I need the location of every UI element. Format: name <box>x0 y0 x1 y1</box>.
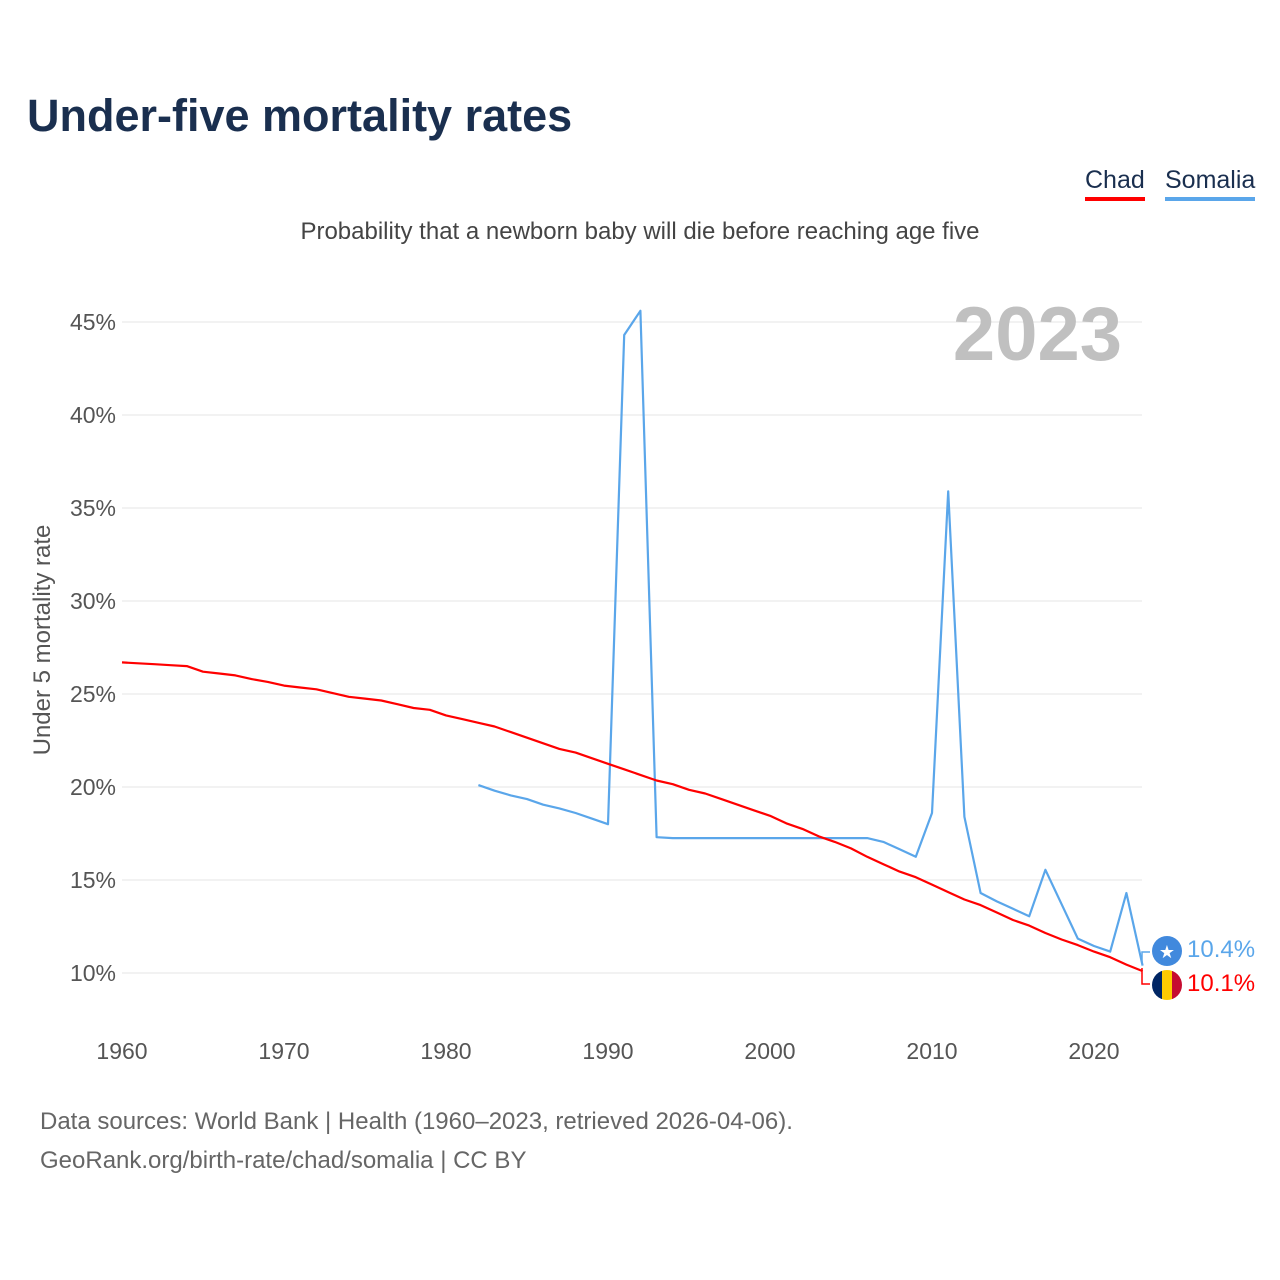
x-tick-label: 1960 <box>96 1038 147 1064</box>
y-tick-label: 45% <box>70 309 116 335</box>
y-tick-label: 30% <box>70 588 116 614</box>
x-tick-label: 2010 <box>906 1038 957 1064</box>
chad-connector <box>1141 968 1150 985</box>
chad-end-label: 10.1% <box>1187 970 1255 997</box>
legend-item-chad[interactable]: Chad <box>1085 166 1145 201</box>
somalia-end-label: 10.4% <box>1187 936 1255 963</box>
y-tick-label: 25% <box>70 681 116 707</box>
y-tick-label: 40% <box>70 402 116 428</box>
year-badge: 2023 <box>953 292 1122 377</box>
somalia-connector <box>1141 951 1150 962</box>
somalia-flag-icon: ★ <box>1152 936 1182 966</box>
y-tick-label: 35% <box>70 495 116 521</box>
x-tick-label: 1980 <box>420 1038 471 1064</box>
y-tick-label: 20% <box>70 774 116 800</box>
y-tick-label: 15% <box>70 867 116 893</box>
source-link[interactable]: GeoRank.org/birth-rate/chad/somalia | CC… <box>40 1147 527 1174</box>
x-tick-label: 1990 <box>582 1038 633 1064</box>
x-tick-label: 2020 <box>1068 1038 1119 1064</box>
y-tick-label: 10% <box>70 960 116 986</box>
chart-subtitle: Probability that a newborn baby will die… <box>300 218 980 245</box>
svg-text:★: ★ <box>1159 942 1175 963</box>
legend-item-somalia[interactable]: Somalia <box>1165 166 1256 201</box>
chad-flag-icon <box>1152 970 1182 1000</box>
series-line-somalia[interactable] <box>478 309 1144 966</box>
y-axis-label: Under 5 mortality rate <box>29 525 56 756</box>
x-tick-label: 2000 <box>744 1038 795 1064</box>
chart-title: Under-five mortality rates <box>27 90 573 141</box>
x-tick-label: 1970 <box>258 1038 309 1064</box>
source-text: Data sources: World Bank | Health (1960–… <box>40 1108 793 1135</box>
series-line-chad[interactable] <box>121 661 1144 973</box>
